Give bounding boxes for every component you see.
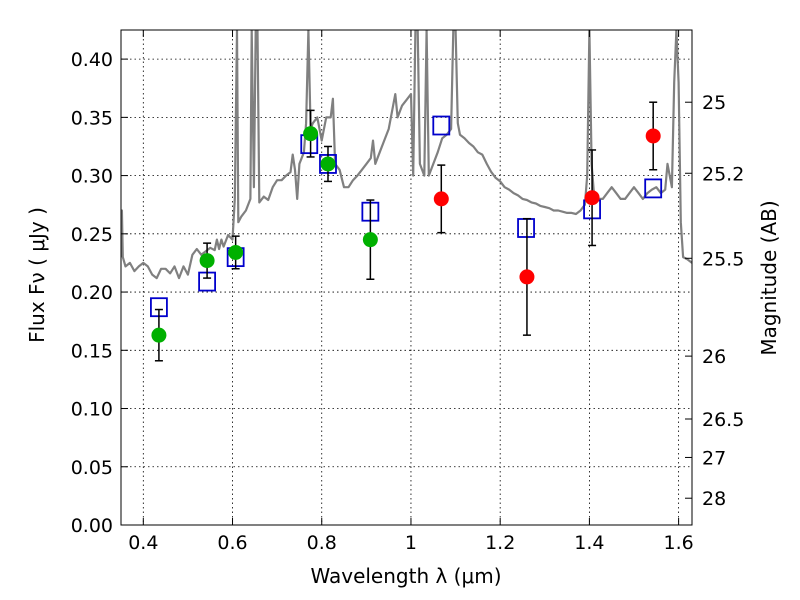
red-data-point: [645, 128, 661, 144]
right-tick-label: 28: [702, 488, 726, 510]
x-tick-label: 0.4: [128, 532, 158, 554]
spectrum-layer: [121, 30, 692, 280]
observed-points-layer: [151, 126, 661, 343]
red-data-point: [519, 269, 535, 285]
green-data-point: [303, 126, 319, 142]
green-data-point: [320, 156, 336, 172]
green-data-point: [362, 232, 378, 248]
red-data-point: [433, 191, 449, 207]
y-tick-label: 0.20: [71, 282, 113, 304]
y-tick-label: 0.35: [71, 107, 113, 129]
y-axis-ticks: 0.00 0.05 0.10 0.15 0.20 0.25 0.30 0.35 0.40: [71, 49, 128, 537]
y-tick-label: 0.25: [71, 224, 113, 246]
x-axis-label: Wavelength λ (μm): [310, 564, 501, 588]
model-spectrum-line: [121, 30, 692, 280]
x-axis-ticks: 0.4 0.6 0.8 1 1.2 1.4 1.6: [128, 30, 694, 554]
x-tick-label: 1: [405, 532, 417, 554]
x-tick-label: 0.6: [217, 532, 247, 554]
y-tick-label: 0.00: [71, 515, 113, 537]
right-tick-label: 26: [702, 346, 726, 368]
y-tick-label: 0.10: [71, 399, 113, 421]
x-tick-label: 1.6: [664, 532, 694, 554]
right-tick-label: 27: [702, 447, 726, 469]
y-axis-label: Flux Fν ( μJy ): [25, 207, 49, 343]
model-photometry-box: [517, 218, 535, 238]
y-tick-label: 0.40: [71, 49, 113, 71]
green-data-point: [199, 253, 215, 269]
x-tick-label: 0.8: [307, 532, 337, 554]
right-tick-label: 26.5: [702, 409, 744, 431]
red-data-point: [584, 190, 600, 206]
model-photometry-layer: [150, 115, 663, 318]
errorbars-layer: [154, 101, 658, 362]
green-data-point: [228, 244, 244, 260]
right-axis-ticks: 25 25.2 25.5 26 26.5 27 28: [685, 92, 744, 510]
green-data-point: [151, 327, 167, 343]
model-photometry-box: [644, 178, 663, 199]
right-tick-label: 25.2: [702, 163, 744, 185]
y-tick-label: 0.30: [71, 166, 113, 188]
right-axis-label: Magnitude (AB): [757, 200, 781, 355]
right-tick-label: 25.5: [702, 248, 744, 270]
right-tick-label: 25: [702, 92, 726, 114]
x-tick-label: 1.2: [485, 532, 515, 554]
y-tick-label: 0.15: [71, 340, 113, 362]
x-tick-label: 1.4: [574, 532, 604, 554]
model-photometry-box: [432, 115, 451, 136]
plot-frame: [120, 29, 693, 526]
y-tick-label: 0.05: [71, 457, 113, 479]
